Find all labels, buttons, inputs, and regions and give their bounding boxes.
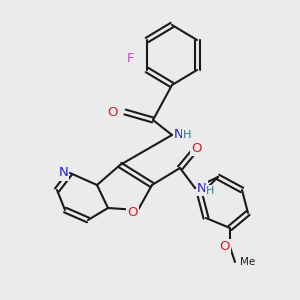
Text: H: H: [183, 130, 191, 140]
Text: O: O: [128, 206, 138, 220]
Text: Me: Me: [240, 257, 255, 267]
Text: F: F: [126, 52, 134, 64]
Text: O: O: [107, 106, 118, 118]
Text: N: N: [197, 182, 207, 194]
Text: N: N: [174, 128, 184, 142]
Text: H: H: [206, 186, 214, 196]
Text: O: O: [220, 241, 230, 254]
Text: O: O: [192, 142, 202, 154]
Text: N: N: [58, 167, 68, 179]
